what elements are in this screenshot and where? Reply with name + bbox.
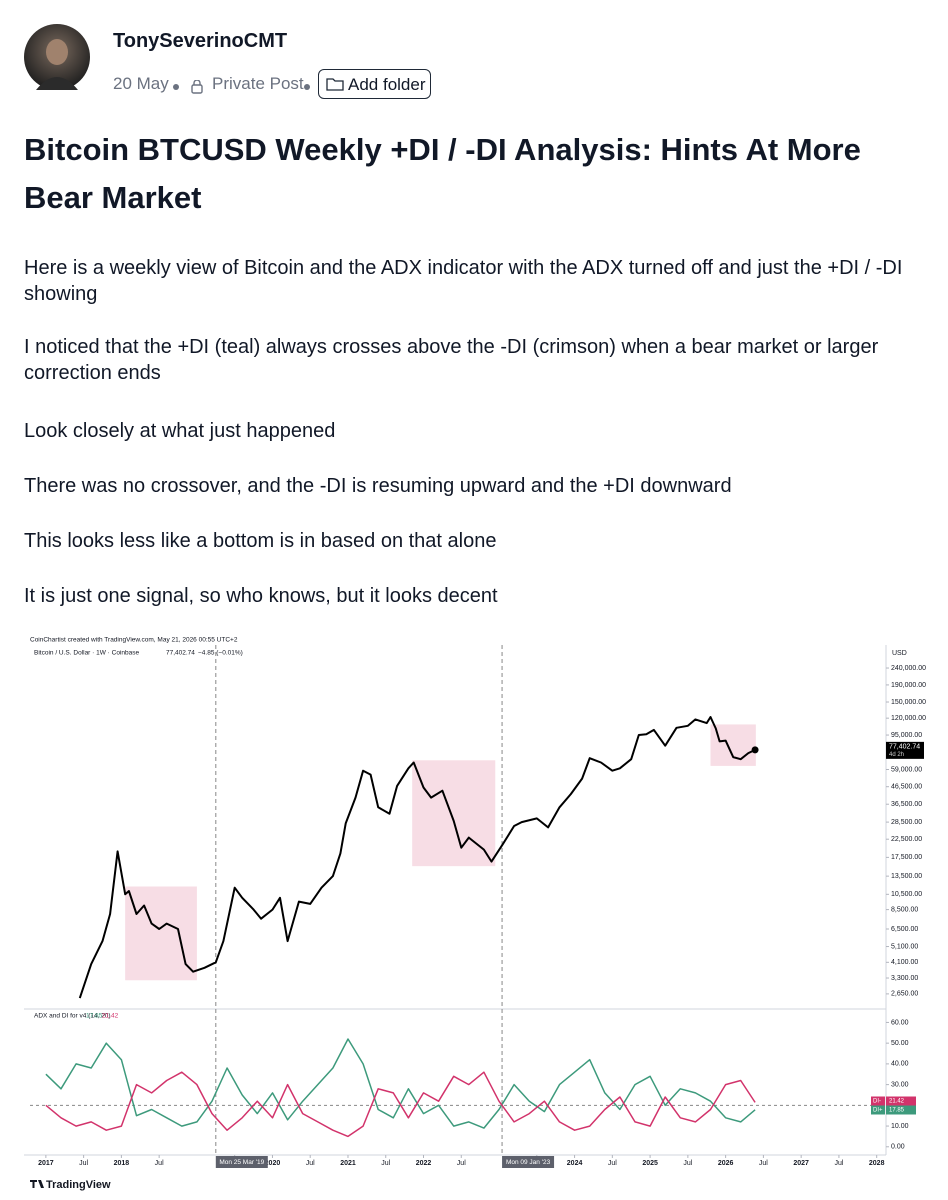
x-tick-label: Jul — [381, 1160, 390, 1167]
x-tick-label: 2021 — [340, 1160, 356, 1167]
y-tick-label: 3,300.00 — [891, 975, 918, 982]
x-tick-label: 2020 — [265, 1160, 281, 1167]
x-tick-label: Jul — [155, 1160, 164, 1167]
x-tick-label: Jul — [834, 1160, 843, 1167]
x-tick-label: Jul — [759, 1160, 768, 1167]
author[interactable]: TonySeverinoCMT — [113, 30, 288, 52]
x-tick-label: 2018 — [114, 1160, 130, 1167]
plot-area: 2017 Jul 2018 Jul Jul 2020 Jul 2021 Jul 2022 Jul Ju… — [30, 645, 886, 1167]
indicator-header-value: 21.42 — [102, 1013, 119, 1020]
y-tick-label: 60.00 — [891, 1019, 909, 1026]
x-tick-label: 2025 — [642, 1160, 658, 1167]
paragraph: This looks less like a bottom is in base… — [24, 530, 497, 552]
last-price-badge — [886, 741, 924, 759]
y-tick-label: 240,000.00 — [891, 665, 926, 672]
logo-text: TradingView — [46, 1179, 111, 1191]
x-tick-label: 2017 — [38, 1160, 54, 1167]
date-marker-label: Mon 25 Mar '19 — [219, 1159, 264, 1166]
y-tick-label: 36,500.00 — [891, 801, 922, 808]
x-tick-label: Jul — [683, 1160, 692, 1167]
series-value-badge — [886, 1105, 916, 1115]
caption: CoinChartist created with TradingView.co… — [30, 637, 238, 644]
avatar[interactable] — [24, 24, 90, 90]
x-tick-label: Jul — [79, 1160, 88, 1167]
series-line — [45, 1071, 756, 1138]
y-unit: USD — [892, 650, 907, 657]
paragraph: Look closely at what just happened — [24, 420, 336, 442]
post-date: 20 May — [113, 74, 169, 93]
date-marker-label: Mon 09 Jan '23 — [506, 1159, 551, 1166]
y-tick-label: 28,500.00 — [891, 819, 922, 826]
x-tick-label: 2027 — [793, 1160, 809, 1167]
series-value-label: 21.42 — [889, 1099, 905, 1105]
series-badge — [871, 1105, 885, 1115]
series-value-label: 17.85 — [889, 1108, 905, 1114]
chart-image: CoinChartist created with TradingView.co… — [24, 630, 926, 1191]
add-folder-label: Add folder — [348, 75, 426, 94]
x-tick-label: 2022 — [416, 1160, 432, 1167]
y-tick-label: 30.00 — [891, 1081, 909, 1088]
y-tick-label: 2,650.00 — [891, 991, 918, 998]
y-tick-label: 0.00 — [891, 1144, 905, 1151]
y-tick-label: 22,500.00 — [891, 836, 922, 843]
series-value-badge — [886, 1096, 916, 1106]
series-badge-name: DI+ — [873, 1108, 883, 1114]
highlight-box — [710, 724, 756, 766]
paragraph: There was no crossover, and the -DI is r… — [24, 475, 732, 497]
y-tick-label: 190,000.00 — [891, 682, 926, 689]
series-line — [45, 1038, 756, 1129]
y-tick-label: 13,500.00 — [891, 873, 922, 880]
symbol-last-value: 77,402.74 — [166, 650, 195, 657]
highlight-box — [125, 886, 197, 981]
indicator-title: ADX and DI for v4 (14, 20) — [34, 1013, 111, 1020]
y-tick-label: 95,000.00 — [891, 732, 922, 739]
last-price-label: 77,402.74 — [889, 744, 920, 751]
y-tick-label: 40.00 — [891, 1061, 909, 1068]
series-line — [78, 716, 756, 999]
indicator-header-value: 17.85 — [86, 1013, 103, 1020]
folder-icon — [326, 78, 344, 91]
post-title: Bitcoin BTCUSD Weekly +DI / -DI Analysis… — [24, 132, 861, 215]
series-badge — [871, 1096, 885, 1106]
y-tick-label: 8,500.00 — [891, 906, 918, 913]
symbol-change: −4.85 (−0.01%) — [198, 650, 243, 657]
x-tick-label: 2028 — [869, 1160, 885, 1167]
series-badge-name: DI- — [873, 1099, 881, 1105]
x-tick-label: 2024 — [567, 1160, 583, 1167]
symbol-title: Bitcoin / U.S. Dollar · 1W · Coinbase — [34, 650, 140, 657]
privacy: Private Post — [212, 74, 304, 93]
paragraph: Here is a weekly view of Bitcoin and the… — [24, 257, 903, 305]
y-tick-label: 10,500.00 — [891, 891, 922, 898]
y-tick-label: 59,000.00 — [891, 766, 922, 773]
y-tick-label: 46,500.00 — [891, 784, 922, 791]
meta-icons — [173, 80, 310, 94]
y-tick-label: 4,100.00 — [891, 959, 918, 966]
y-tick-label: 17,500.00 — [891, 854, 922, 861]
x-tick-label: Jul — [457, 1160, 466, 1167]
date-marker-badge — [215, 1156, 268, 1168]
highlight-box — [412, 760, 496, 867]
add-folder-button[interactable]: Add folder — [318, 69, 431, 99]
y-tick-label: 150,000.00 — [891, 699, 926, 706]
countdown-label: 4d 2h — [889, 752, 904, 758]
paragraph: I noticed that the +DI (teal) always cro… — [24, 336, 879, 384]
last-point — [751, 746, 759, 754]
y-tick-label: 6,500.00 — [891, 926, 918, 933]
y-tick-label: 10.00 — [891, 1123, 909, 1130]
y-tick-label: 50.00 — [891, 1040, 909, 1047]
paragraph: It is just one signal, so who knows, but… — [24, 585, 498, 607]
x-tick-label: Jul — [306, 1160, 315, 1167]
x-tick-label: 2026 — [718, 1160, 734, 1167]
y-tick-label: 5,100.00 — [891, 943, 918, 950]
logo-mark — [30, 1180, 44, 1188]
date-marker-badge — [502, 1156, 555, 1168]
y-tick-label: 120,000.00 — [891, 715, 926, 722]
x-tick-label: Jul — [608, 1160, 617, 1167]
